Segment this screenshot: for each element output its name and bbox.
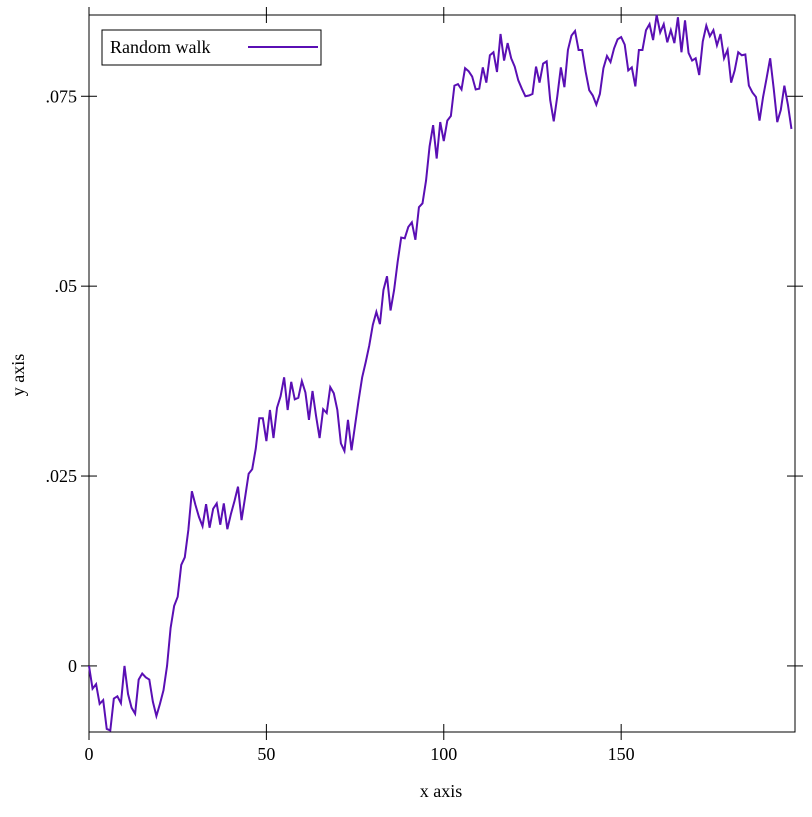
y-tick-label: 0 bbox=[68, 656, 77, 676]
x-tick-label: 150 bbox=[608, 744, 635, 764]
x-tick-label: 100 bbox=[430, 744, 457, 764]
y-axis-label: y axis bbox=[8, 354, 28, 397]
x-axis-label: x axis bbox=[420, 781, 463, 801]
y-tick-label: .075 bbox=[46, 86, 78, 106]
plot-frame bbox=[88, 14, 796, 733]
x-tick-label: 0 bbox=[85, 744, 94, 764]
y-tick-label: .05 bbox=[55, 276, 78, 296]
data-line bbox=[88, 14, 793, 732]
y-tick-label: .025 bbox=[46, 466, 78, 486]
x-tick-label: 50 bbox=[257, 744, 275, 764]
legend-label: Random walk bbox=[110, 37, 211, 57]
